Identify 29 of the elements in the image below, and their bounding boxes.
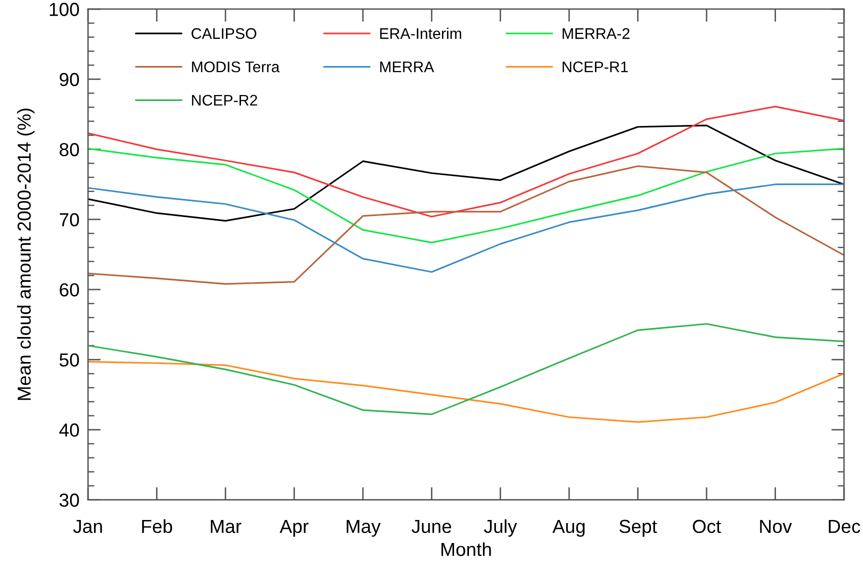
legend-label: ERA-Interim xyxy=(380,28,462,39)
y-tick-label: 90 xyxy=(60,72,79,86)
x-tick-label: Mar xyxy=(210,520,242,534)
y-tick-label: 30 xyxy=(60,494,79,507)
x-tick-label: Apr xyxy=(280,520,308,537)
legend-label: MERRA xyxy=(380,62,434,72)
legend-label: CALIPSO xyxy=(192,28,256,39)
x-tick-label: Oct xyxy=(692,520,722,534)
x-tick-label: Nov xyxy=(760,520,792,534)
legend-label: MERRA-2 xyxy=(562,28,630,39)
x-tick-label: July xyxy=(484,519,518,537)
x-tick-label: Aug xyxy=(552,520,585,537)
y-tick-label: 40 xyxy=(59,423,79,437)
x-tick-label: Dec xyxy=(828,520,860,534)
legend-label: NCEP-R2 xyxy=(192,94,258,106)
x-axis-title: Month xyxy=(442,542,491,556)
x-tick-label: June xyxy=(412,520,452,534)
x-tick-label: Feb xyxy=(142,519,172,534)
y-tick-label: 60 xyxy=(60,283,79,296)
y-axis-title: Mean cloud amount 2000-2014 (%) xyxy=(17,108,35,400)
x-tick-label: Sept xyxy=(619,520,657,537)
x-tick-label: Jan xyxy=(73,520,102,534)
legend-label: NCEP-R1 xyxy=(562,61,628,72)
y-tick-label: 100 xyxy=(50,2,79,16)
y-tick-label: 80 xyxy=(60,143,79,156)
legend-label: MODIS Terra xyxy=(192,61,280,72)
x-tick-label: May xyxy=(346,520,381,537)
y-tick-label: 50 xyxy=(60,353,79,367)
y-tick-label: 70 xyxy=(60,213,79,226)
